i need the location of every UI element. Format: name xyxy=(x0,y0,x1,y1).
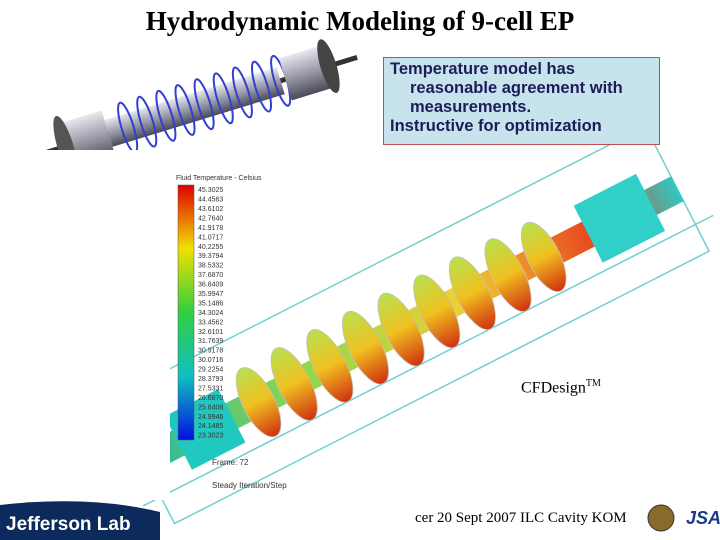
colorbar-label: 28.3793 xyxy=(198,376,223,383)
slide-title: Hydrodynamic Modeling of 9-cell EP xyxy=(145,6,575,36)
callout-line: Temperature model has xyxy=(390,60,575,78)
colorbar-label: 25.8408 xyxy=(198,404,223,411)
trademark: TM xyxy=(585,378,601,389)
colorbar-label: 27.5331 xyxy=(198,385,223,392)
footer-text: cer 20 Sept 2007 ILC Cavity KOM xyxy=(415,510,627,526)
colorbar-label: 26.6870 xyxy=(198,395,223,402)
simulation-model xyxy=(109,125,714,525)
colorbar-label: 34.3024 xyxy=(198,310,223,317)
frame-note: Frame: 72 xyxy=(212,458,249,467)
colorbar-label: 30.0716 xyxy=(198,357,223,364)
logo: Jefferson Lab xyxy=(6,514,131,535)
colorbar-label: 35.1486 xyxy=(198,300,223,307)
colorbar-label: 45.3025 xyxy=(198,187,223,194)
seal xyxy=(647,504,675,532)
colorbar-label: 23.3023 xyxy=(198,433,223,440)
colorbar-label: 44.4563 xyxy=(198,197,223,204)
colorbar-label: 31.7639 xyxy=(198,338,223,345)
colorbar-label: 33.4562 xyxy=(198,319,223,326)
logo-band xyxy=(0,501,160,540)
colorbar-label: 40.2255 xyxy=(198,244,223,251)
colorbar-labels: 45.3025 44.4563 43.6102 42.7640 41.9178 41.07… xyxy=(198,187,223,440)
colorbar-label: 38.5332 xyxy=(198,263,223,270)
colorbar-label: 37.6870 xyxy=(198,272,223,279)
colorbar-label: 30.9178 xyxy=(198,348,223,355)
colorbar-label: 43.6102 xyxy=(198,206,223,213)
colorbar-label: 29.2254 xyxy=(198,367,223,374)
software-label: CFDesignTM xyxy=(521,378,601,397)
colorbar-label: 39.3794 xyxy=(198,253,223,260)
colorbar-label: 24.1485 xyxy=(198,423,223,430)
colorbar-title: Fluid Temperature - Celsius xyxy=(176,175,262,182)
colorbar-label: 42.7640 xyxy=(198,215,223,222)
colorbar-label: 35.9947 xyxy=(198,291,223,298)
callout: Temperature model has reasonable agreemen… xyxy=(383,57,660,145)
frame-note: Steady Iteration/Step xyxy=(212,481,287,490)
software-name: CFDesign xyxy=(521,379,586,397)
callout-line: measurements. xyxy=(410,98,532,116)
colorbar-label: 41.9178 xyxy=(198,225,223,232)
colorbar-label: 41.0717 xyxy=(198,234,223,241)
callout-line: reasonable agreement with xyxy=(410,79,623,97)
partner-logo: JSA xyxy=(686,508,720,528)
colorbar-label: 32.6101 xyxy=(198,329,223,336)
colorbar-label: 24.9946 xyxy=(198,414,223,421)
colorbar-label: 36.8409 xyxy=(198,282,223,289)
callout-line: Instructive for optimization xyxy=(390,117,602,135)
color-scale xyxy=(177,184,195,441)
